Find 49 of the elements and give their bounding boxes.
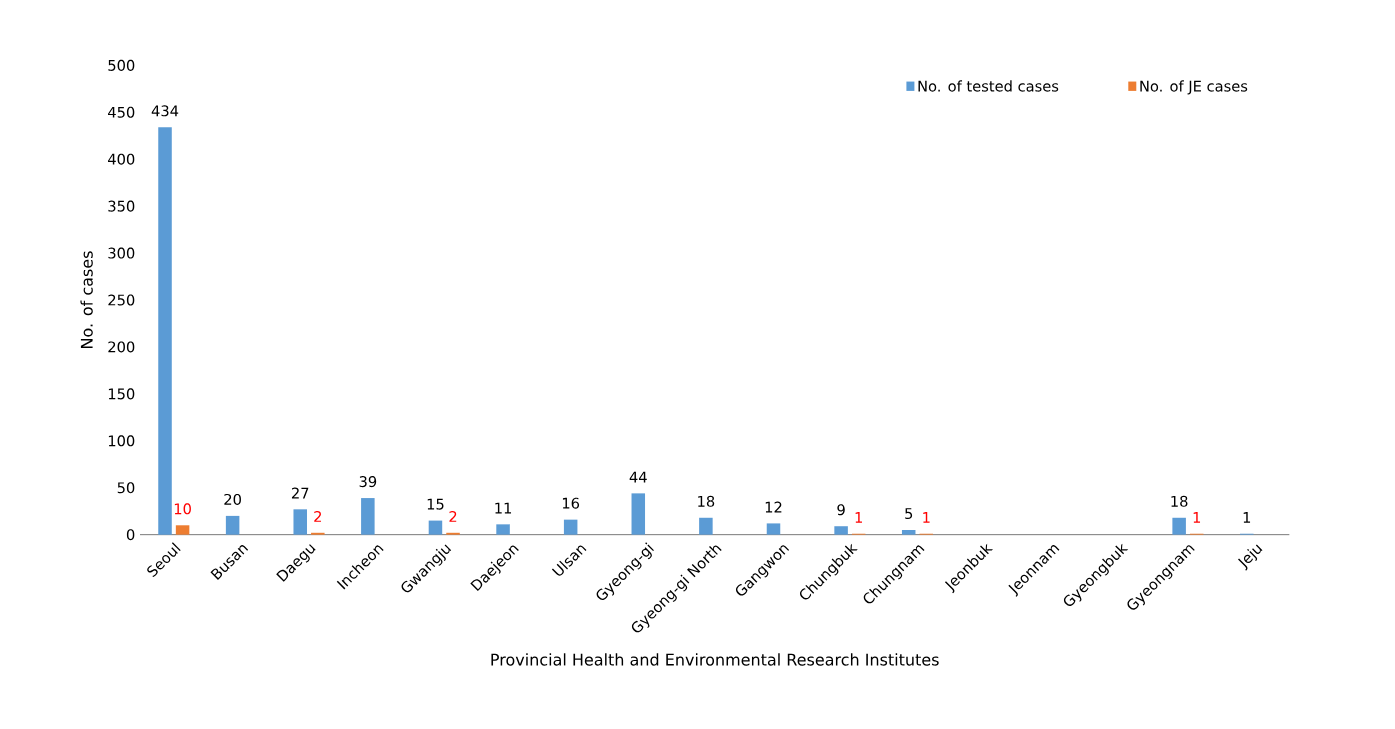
bar [766,523,781,535]
data-label: 1 [855,512,862,523]
bar [428,520,443,535]
data-label: 2 [314,510,322,522]
y-tick-label: 150 [108,388,135,400]
data-label: 12 [765,501,782,513]
bar [834,526,848,535]
bar [1172,517,1186,535]
data-label: 9 [837,504,845,516]
bar [496,524,510,535]
legend-label: No. of tested cases [918,80,1059,92]
data-label: 5 [905,508,913,520]
data-label: 10 [174,503,191,515]
bar [293,509,307,535]
bar [158,127,172,535]
data-label: 11 [495,502,512,514]
x-axis-title: Provincial Health and Environmental Research Institutes [491,653,939,666]
y-tick-label: 500 [108,59,135,71]
data-label: 1 [923,512,930,523]
data-label: 18 [698,495,715,507]
bar [175,525,190,535]
bar [225,515,240,535]
y-tick-label: 450 [108,106,135,118]
bar [901,529,916,535]
y-axis-title: No. of cases [80,251,93,348]
y-tick-label: 350 [108,200,135,212]
legend-label: No. of JE cases [1140,80,1248,95]
data-label: 44 [629,471,647,483]
data-label: 39 [359,476,377,488]
y-tick-label: 300 [108,247,135,259]
data-label: 1 [1243,512,1251,523]
data-label: 15 [427,498,444,510]
data-label: 27 [291,487,309,499]
bar [563,519,578,535]
bar [631,493,646,535]
data-label: 18 [1171,495,1188,507]
bar [361,498,375,535]
data-label: 434 [151,105,179,117]
y-tick-label: 100 [108,435,135,447]
data-label: 2 [449,510,457,522]
bar [699,517,713,535]
data-label: 1 [1193,512,1201,523]
data-label: 16 [562,497,580,509]
data-label: 20 [224,493,241,505]
y-tick-label: 250 [108,294,135,306]
y-tick-label: 400 [108,153,135,165]
y-tick-label: 0 [126,529,135,541]
y-tick-label: 200 [108,341,135,353]
y-tick-label: 50 [117,482,135,494]
